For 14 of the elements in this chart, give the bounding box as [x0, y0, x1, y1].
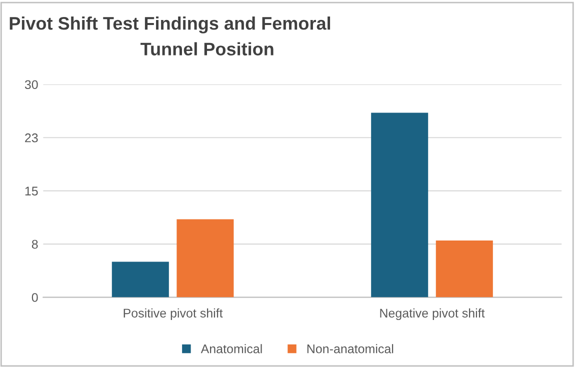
x-tick-label: Negative pivot shift — [380, 308, 485, 320]
y-tick-label: 8 — [32, 240, 38, 249]
chart-title: Pivot Shift Test Findings and Femoral Tunnel Position — [10, 16, 330, 56]
y-tick-label: 15 — [25, 186, 38, 196]
y-tick-label: 23 — [25, 133, 38, 142]
bar — [436, 240, 493, 298]
y-tick-label: 30 — [24, 80, 38, 90]
x-tick-label: Positive pivot shift — [124, 308, 223, 320]
bar — [371, 112, 428, 298]
bar — [112, 262, 169, 298]
legend-label: Anatomical — [200, 344, 262, 354]
y-tick-label: 0 — [32, 293, 38, 302]
bar — [176, 219, 234, 298]
legend-label: Non-anatomical — [307, 344, 394, 354]
